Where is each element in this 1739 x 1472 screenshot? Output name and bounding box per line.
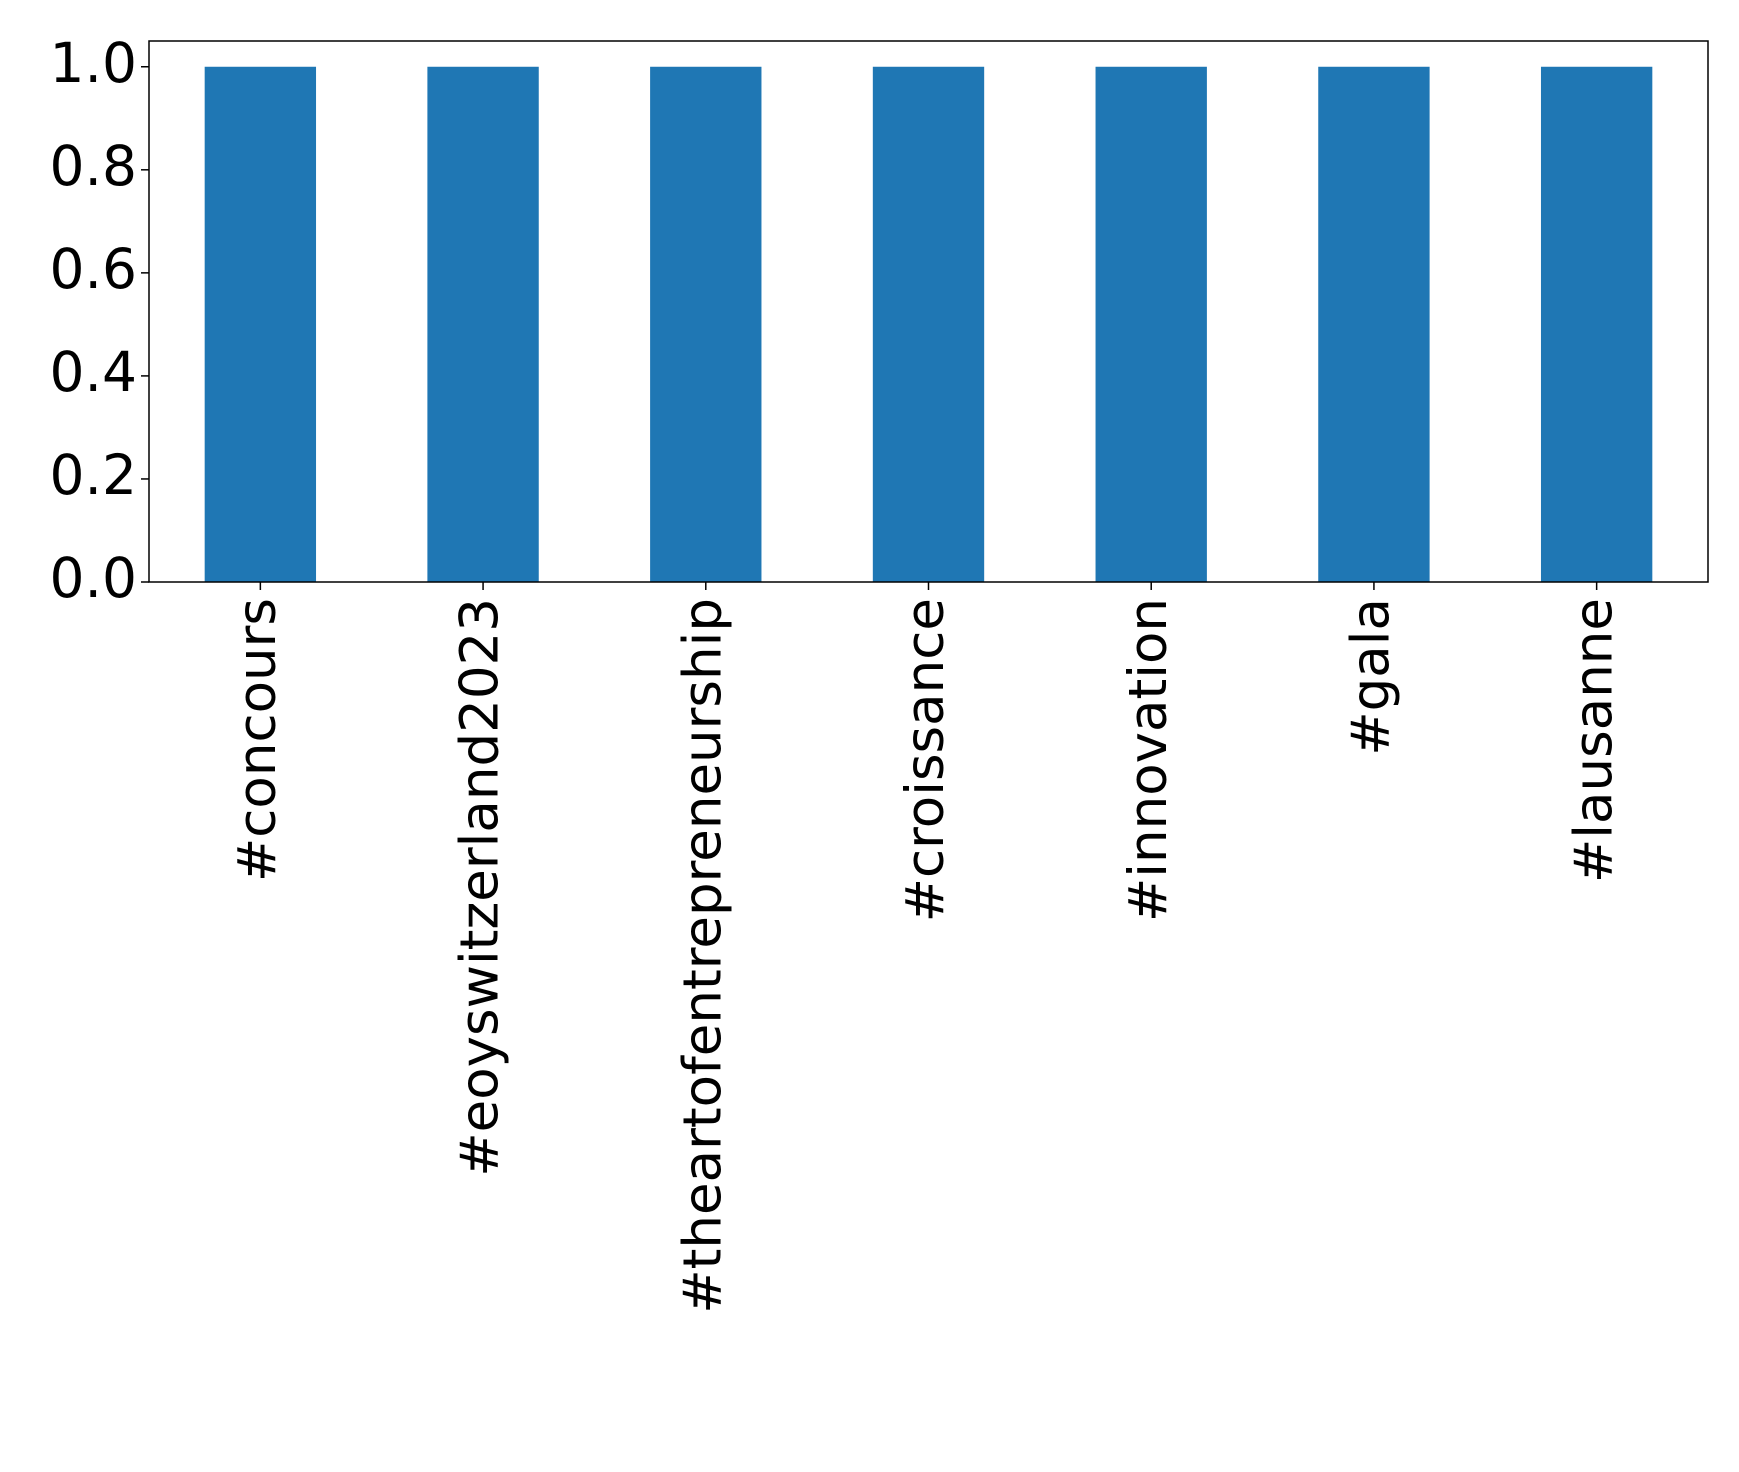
x-tick-label: #theartofentrepreneurship	[672, 598, 733, 1314]
bar	[872, 66, 985, 582]
y-tick-label: 0.6	[50, 237, 137, 301]
x-tick-label: #concours	[227, 598, 288, 882]
y-tick-label: 0.4	[50, 340, 137, 404]
x-tick-label: #lausanne	[1563, 598, 1624, 883]
plot-frame	[148, 40, 1709, 583]
y-tick-label: 0.8	[50, 134, 137, 198]
bar	[427, 66, 539, 582]
x-tick-label: #croissance	[895, 598, 956, 922]
bar	[204, 66, 317, 582]
x-tick-label: #gala	[1341, 598, 1402, 756]
y-tick-label: 1.0	[50, 31, 137, 95]
y-tick-label: 0.0	[50, 546, 137, 610]
x-tick-label: #eoyswitzerland2023	[450, 598, 511, 1177]
bar	[650, 66, 762, 582]
bar	[1318, 66, 1430, 582]
y-tick-label: 0.2	[50, 443, 137, 507]
bar	[1095, 66, 1207, 582]
x-tick-label: #innovation	[1118, 598, 1179, 922]
bar	[1540, 66, 1653, 582]
